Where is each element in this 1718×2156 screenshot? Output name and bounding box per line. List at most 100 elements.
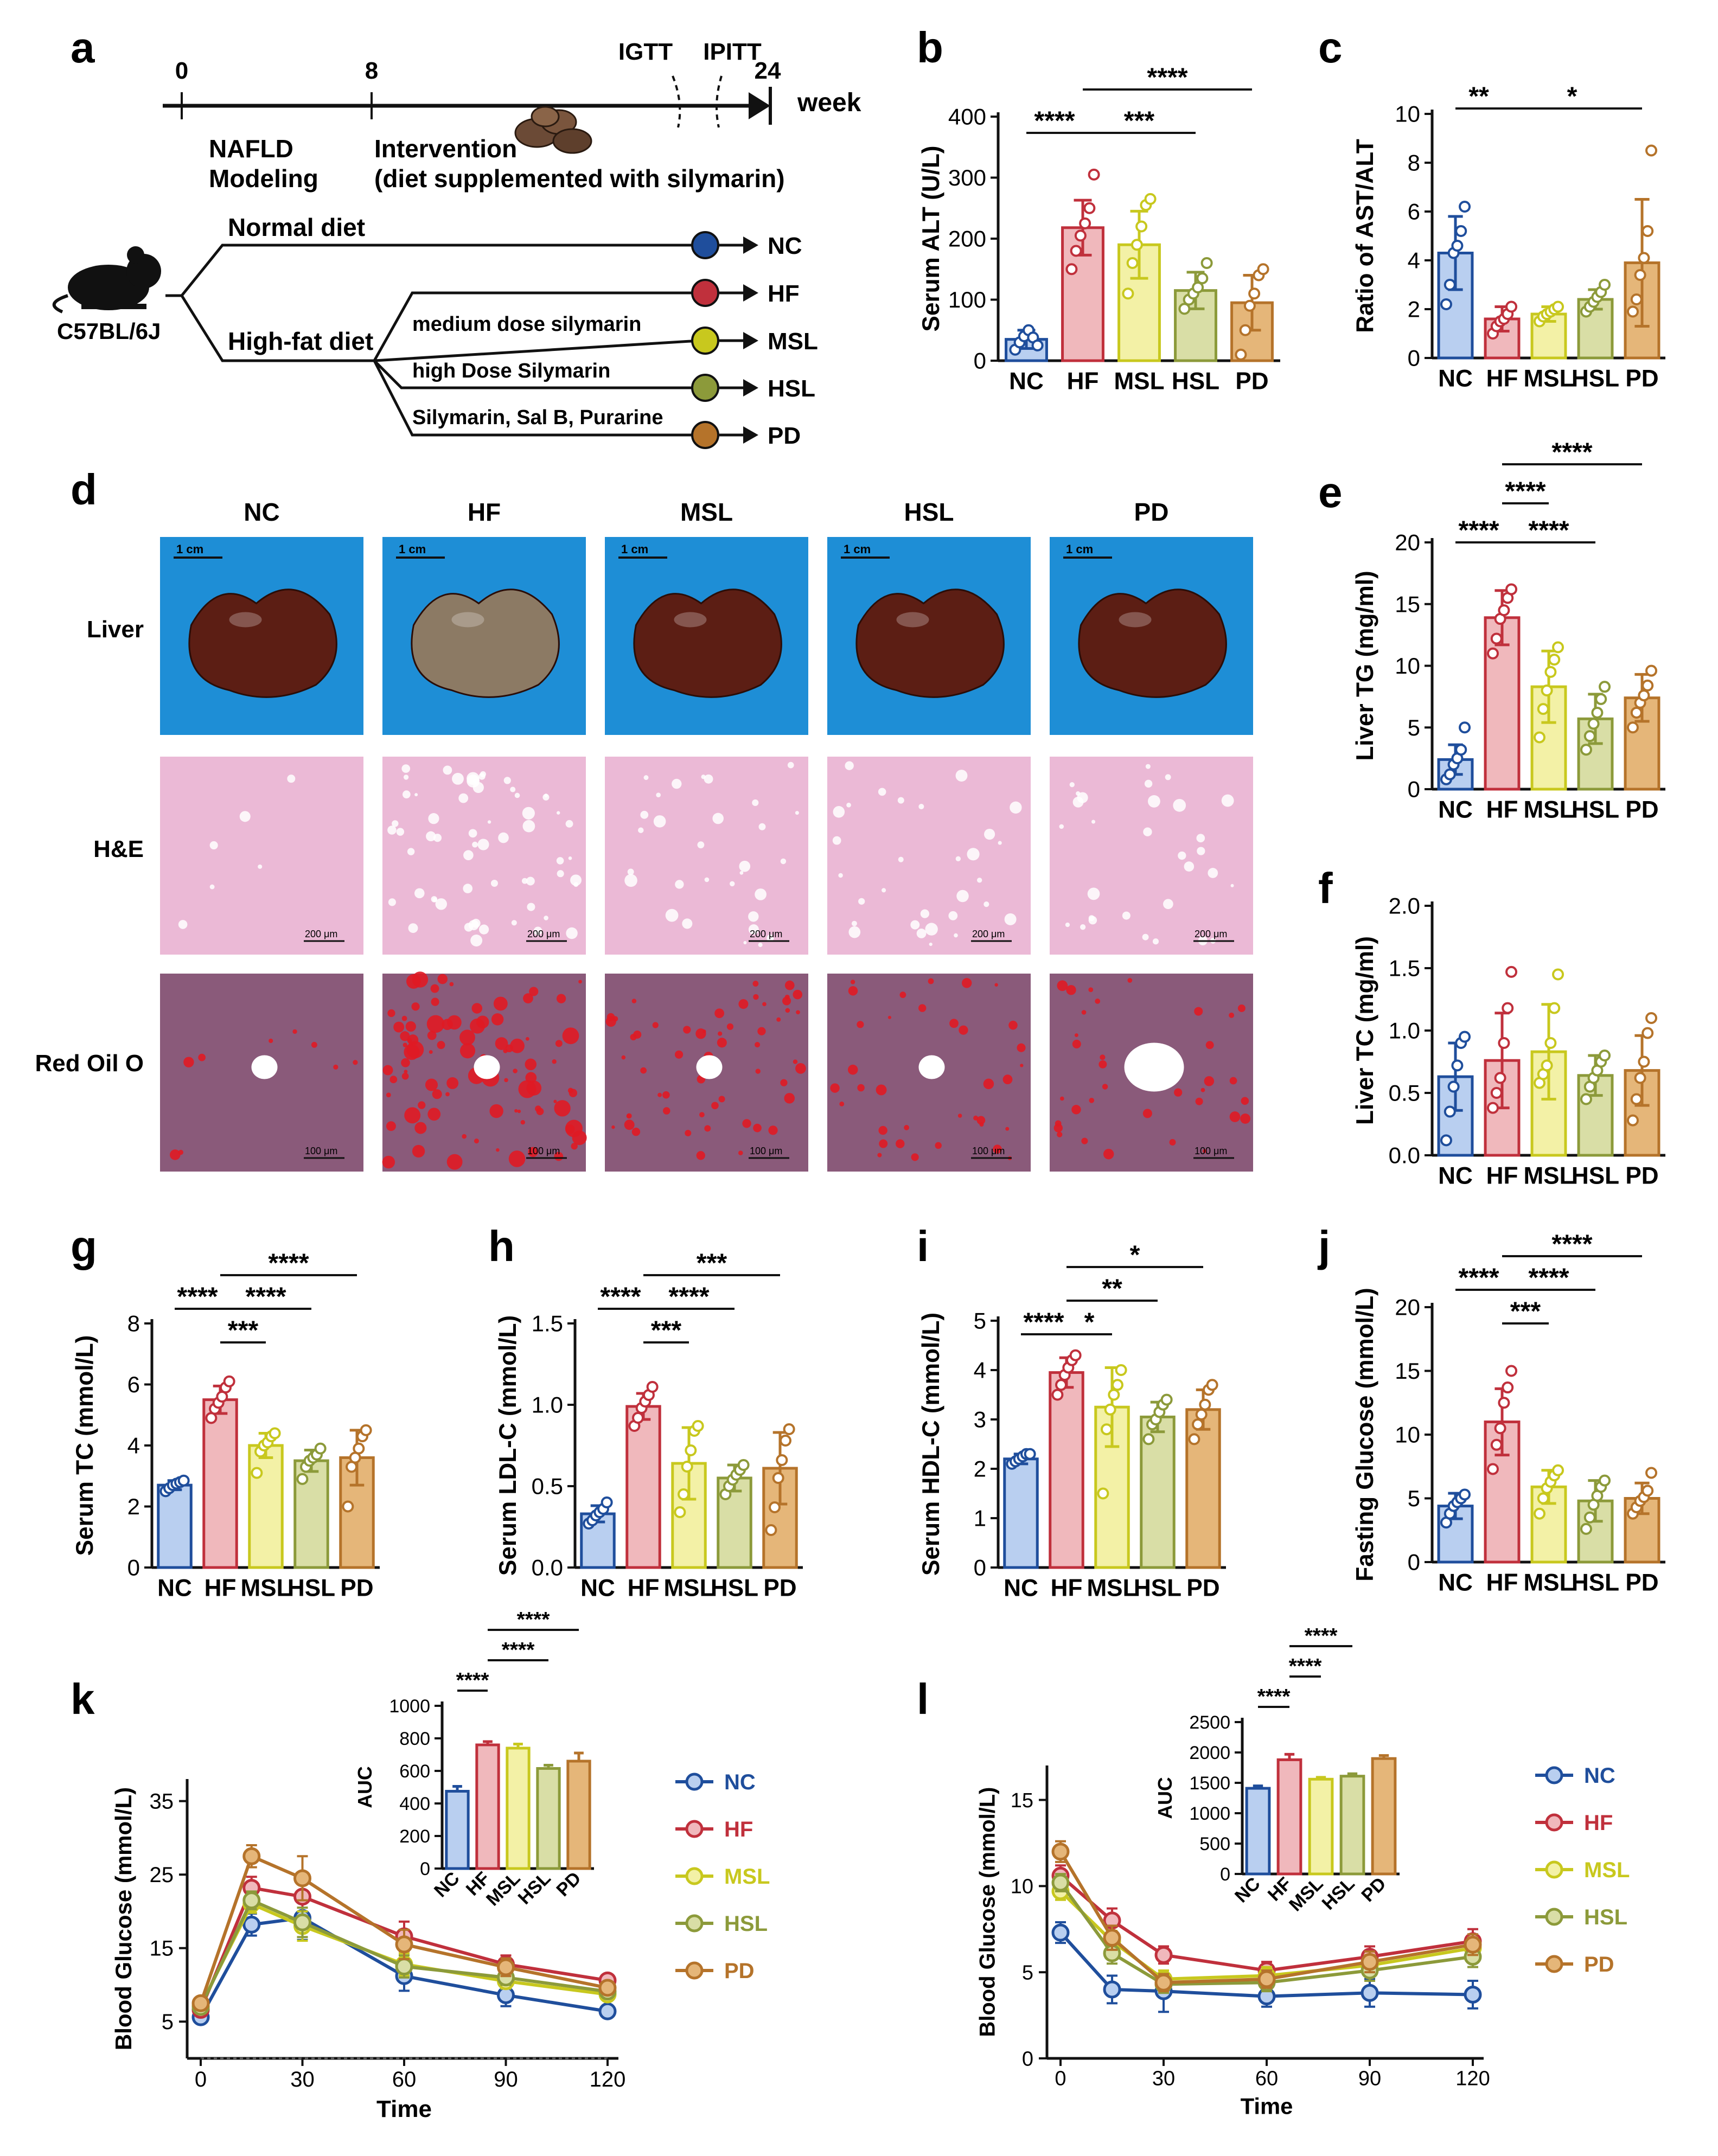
lipid-droplet [757, 1027, 766, 1035]
lipid-droplet [520, 1120, 525, 1125]
lipid-vacuole [897, 797, 904, 804]
data-point [1505, 583, 1518, 596]
x-tick-label: MSL [240, 1575, 291, 1602]
lipid-vacuole [487, 820, 491, 824]
lipid-droplet [1008, 1020, 1018, 1030]
y-tick-label: 0.5 [532, 1474, 563, 1499]
lipid-droplet [567, 1087, 573, 1093]
x-tick-label: 120 [1455, 2067, 1490, 2090]
y-tick-label: 1 [974, 1506, 986, 1531]
data-point [1638, 252, 1650, 264]
data-point [681, 1461, 693, 1473]
x-tick-label: HF [1486, 1163, 1518, 1189]
series-point-nc [1103, 1980, 1121, 1999]
lipid-vacuole [566, 927, 578, 939]
lipid-droplet [292, 1029, 297, 1034]
significance-label: **** [1528, 1263, 1569, 1293]
lipid-droplet [1081, 1010, 1087, 1015]
y-tick-label: 400 [399, 1794, 430, 1814]
lipid-droplet [1205, 1041, 1214, 1050]
lipid-vacuole [752, 799, 759, 807]
data-point [1638, 1055, 1650, 1068]
y-tick-label: 0 [1220, 1864, 1230, 1885]
lipid-vacuole [452, 772, 464, 785]
lipid-vacuole [542, 794, 550, 801]
lipid-droplet [857, 1021, 864, 1028]
x-tick-label: HF [1486, 1570, 1518, 1596]
y-tick-label: 2000 [1189, 1743, 1230, 1763]
lipid-vacuole [414, 793, 418, 797]
data-point [1131, 239, 1143, 251]
data-point [1101, 1423, 1113, 1436]
bar-hf [475, 1743, 500, 1870]
lipid-vacuole [1165, 774, 1171, 780]
lipid-vacuole [878, 788, 886, 796]
legend-label-hsl: HSL [724, 1912, 768, 1936]
group-list: NC HF MSL HSL PD [691, 231, 818, 449]
lipid-droplet [1102, 1084, 1108, 1090]
data-point [1599, 681, 1611, 693]
lipid-vacuole [739, 860, 751, 872]
scale-label: 1 cm [621, 542, 648, 556]
y-tick-label: 1.0 [1389, 1018, 1420, 1044]
lipid-vacuole [1178, 851, 1186, 860]
series-line-nc [1059, 1931, 1473, 1998]
data-point [1070, 245, 1082, 257]
y-axis-label: AUC [1154, 1777, 1176, 1819]
lipid-droplet [269, 1038, 273, 1044]
data-point [1595, 693, 1607, 705]
lipid-vacuole [1122, 911, 1131, 920]
lipid-droplet [726, 1023, 734, 1030]
lipid-vacuole [568, 856, 572, 860]
histology-row-label: Red Oil O [35, 1050, 144, 1077]
lipid-vacuole [656, 792, 661, 798]
lipid-droplet [1005, 1127, 1010, 1131]
lipid-vacuole [743, 941, 747, 945]
lipid-vacuole [948, 911, 958, 920]
data-point [772, 1472, 784, 1484]
series-point-nc [1464, 1985, 1482, 2004]
lipid-droplet [555, 1040, 563, 1047]
histology-row-label: Liver [87, 616, 144, 643]
data-point [1192, 1418, 1204, 1431]
lipid-droplet [962, 978, 972, 988]
timeline-label-8: 8 [365, 57, 378, 84]
lipid-vacuole [780, 858, 787, 865]
bar-hsl [536, 1767, 561, 1870]
lipid-droplet [333, 1064, 339, 1070]
lipid-vacuole [287, 775, 296, 783]
data-point [632, 1412, 644, 1424]
y-tick-label: 0 [974, 348, 986, 374]
lipid-vacuole [846, 802, 851, 808]
x-tick-label: HSL [1572, 1570, 1619, 1596]
legend-marker-hf [685, 1820, 704, 1838]
lipid-droplet [459, 1043, 476, 1059]
data-point [1552, 641, 1564, 654]
lipid-droplet [525, 1072, 537, 1084]
panel-d: d NC HF MSL HSL PD Liver H&E Red Oil O 1 cm 200 μ… [35, 465, 1253, 1172]
bar-nc [157, 1483, 193, 1569]
lipid-droplet [878, 1125, 887, 1135]
lipid-droplet [711, 1102, 719, 1110]
lipid-droplet [445, 1092, 450, 1097]
data-point [1486, 1463, 1499, 1475]
lipid-droplet [393, 1021, 405, 1033]
data-point [769, 1501, 781, 1513]
lipid-droplet [1081, 1137, 1088, 1144]
he-section-pd: 200 μm [1050, 757, 1253, 955]
data-point [1630, 706, 1643, 719]
lipid-vacuole [1059, 824, 1064, 829]
data-point [1533, 1507, 1545, 1520]
data-point [1239, 324, 1251, 336]
legend-marker-pd [685, 1961, 704, 1980]
lipid-vacuole [478, 773, 486, 780]
lipid-droplet [578, 980, 582, 984]
data-point [1626, 721, 1639, 734]
bar-hsl [1339, 1775, 1365, 1876]
data-point [1074, 229, 1087, 242]
lipid-vacuole [1152, 938, 1159, 945]
lipid-droplet [652, 1022, 659, 1028]
lipid-vacuole [490, 880, 498, 887]
x-tick-label: PD [1625, 797, 1658, 823]
